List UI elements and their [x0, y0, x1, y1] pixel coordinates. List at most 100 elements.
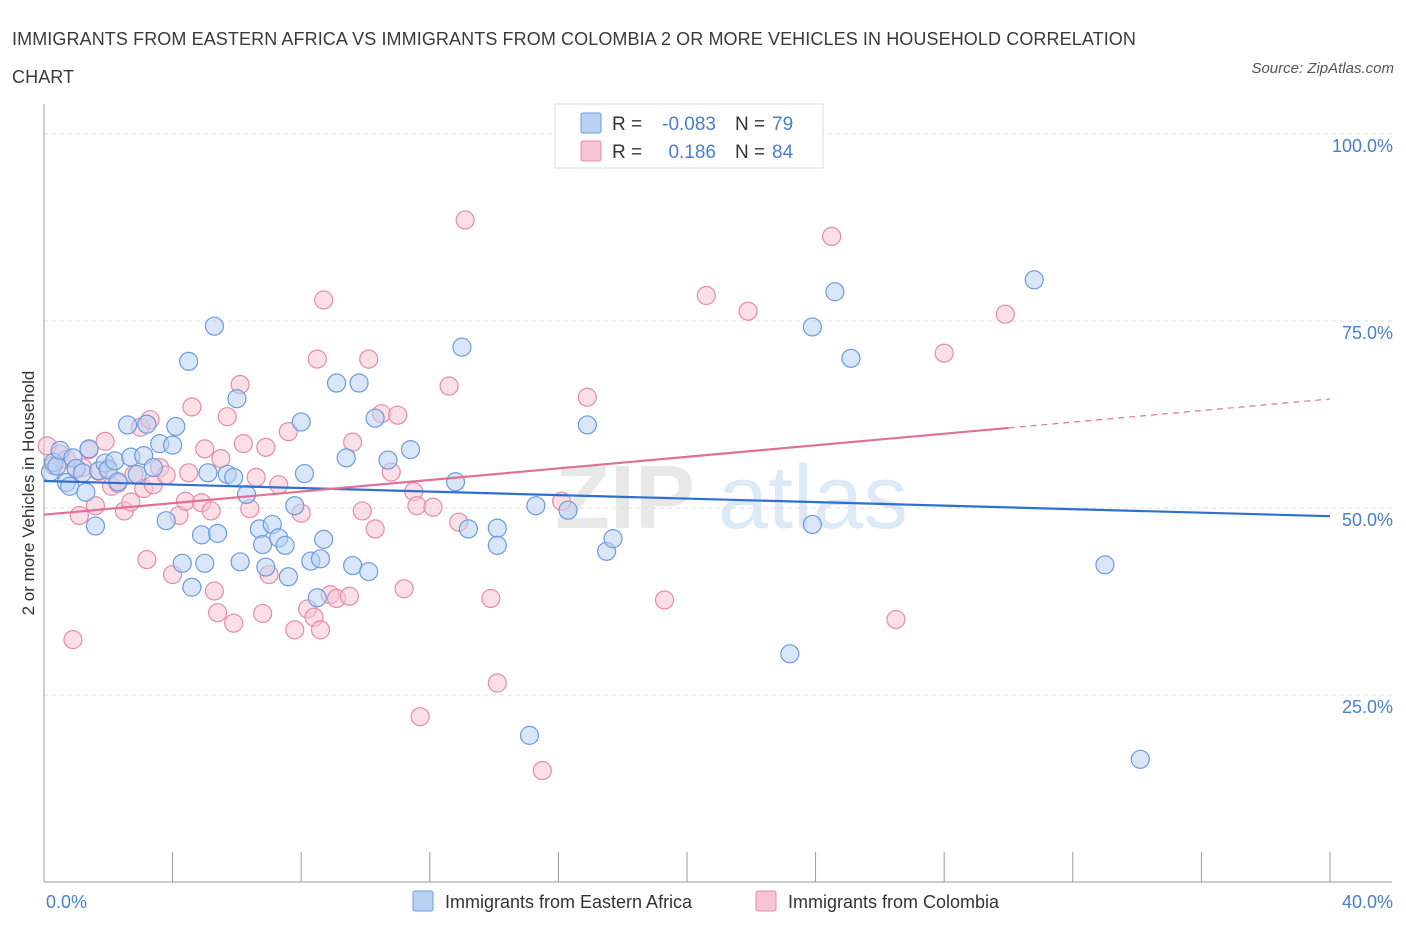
- data-point-eastern-africa: [780, 644, 800, 664]
- data-point-colombia: [359, 349, 379, 369]
- y-tick-label: 50.0%: [1342, 510, 1393, 530]
- y-tick-label: 75.0%: [1342, 323, 1393, 343]
- data-point-eastern-africa: [802, 317, 822, 337]
- data-point-eastern-africa: [400, 440, 421, 460]
- x-tick-marks: [43, 852, 1331, 882]
- data-point-eastern-africa: [365, 408, 385, 428]
- y-tick-labels: 25.0% 50.0% 75.0% 100.0%: [1332, 136, 1393, 717]
- data-point-eastern-africa: [182, 577, 202, 597]
- data-point-eastern-africa: [487, 535, 507, 555]
- data-point-eastern-africa: [172, 553, 192, 573]
- data-point-eastern-africa: [1095, 555, 1115, 575]
- trend-line-eastern-africa: [43, 479, 1331, 518]
- data-point-eastern-africa: [577, 415, 597, 435]
- data-point-eastern-africa: [310, 549, 331, 569]
- data-point-colombia: [307, 349, 327, 369]
- data-point-colombia: [310, 620, 331, 640]
- data-point-colombia: [179, 463, 199, 483]
- bottom-legend-swatch-blue: [412, 890, 434, 912]
- data-point-eastern-africa: [143, 457, 163, 478]
- data-point-eastern-africa: [294, 463, 315, 484]
- data-point-colombia: [394, 579, 414, 599]
- data-point-eastern-africa: [802, 514, 822, 535]
- legend-n-value-1: 79: [772, 114, 793, 135]
- data-point-colombia: [696, 285, 716, 306]
- data-point-eastern-africa: [825, 282, 845, 302]
- data-point-eastern-africa: [227, 389, 247, 409]
- data-point-eastern-africa: [1130, 749, 1150, 769]
- data-point-eastern-africa: [166, 416, 186, 437]
- data-point-eastern-africa: [291, 412, 311, 432]
- data-point-eastern-africa: [526, 496, 546, 516]
- data-point-colombia: [455, 210, 475, 230]
- data-point-colombia: [410, 707, 430, 727]
- legend-box: R = -0.083 N = 79 R = 0.186 N = 84: [554, 103, 824, 169]
- y-tick-label: 25.0%: [1342, 697, 1393, 717]
- series-colombia-points: [37, 210, 1015, 781]
- data-point-colombia: [822, 226, 842, 247]
- data-point-colombia: [314, 290, 334, 310]
- data-point-colombia: [69, 505, 89, 526]
- data-point-eastern-africa: [445, 472, 466, 492]
- data-point-eastern-africa: [76, 482, 96, 502]
- x-tick-label: 0.0%: [46, 892, 87, 912]
- data-point-eastern-africa: [359, 561, 379, 582]
- data-point-colombia: [439, 376, 459, 396]
- data-point-eastern-africa: [72, 463, 93, 483]
- bottom-legend: Immigrants from Eastern Africa Immigrant…: [412, 890, 1000, 912]
- data-point-colombia: [407, 496, 427, 516]
- data-point-colombia: [256, 437, 276, 457]
- data-point-colombia: [253, 603, 273, 624]
- data-point-eastern-africa: [487, 518, 507, 538]
- data-point-eastern-africa: [285, 496, 305, 516]
- data-point-colombia: [532, 760, 552, 781]
- y-tick-label: 100.0%: [1332, 136, 1393, 156]
- bottom-legend-label-pink: Immigrants from Colombia: [788, 892, 1000, 912]
- source-note: Source: ZipAtlas.com: [1251, 60, 1394, 77]
- data-point-colombia: [233, 434, 253, 454]
- data-point-eastern-africa: [60, 476, 80, 496]
- data-point-eastern-africa: [79, 439, 99, 459]
- data-point-eastern-africa: [349, 373, 369, 393]
- data-point-eastern-africa: [108, 472, 128, 492]
- data-point-eastern-africa: [198, 463, 218, 483]
- data-point-eastern-africa: [558, 500, 578, 520]
- data-point-colombia: [352, 501, 372, 521]
- data-point-colombia: [269, 475, 289, 495]
- data-point-eastern-africa: [253, 535, 273, 555]
- data-point-colombia: [204, 581, 224, 601]
- data-point-eastern-africa: [307, 588, 327, 608]
- data-point-colombia: [195, 439, 215, 459]
- trend-lines: [43, 398, 1331, 518]
- data-point-colombia: [995, 304, 1015, 324]
- data-point-colombia: [365, 519, 385, 539]
- data-point-colombia: [246, 467, 266, 487]
- grid-lines: [44, 133, 1392, 696]
- data-point-eastern-africa: [343, 555, 363, 576]
- data-point-colombia: [577, 387, 597, 407]
- data-point-eastern-africa: [256, 557, 276, 577]
- data-point-colombia: [278, 422, 298, 442]
- data-point-colombia: [224, 613, 244, 633]
- legend-r-value-1: -0.083: [662, 114, 716, 135]
- data-point-eastern-africa: [127, 464, 147, 484]
- data-point-eastern-africa: [336, 448, 356, 468]
- data-point-eastern-africa: [458, 519, 478, 539]
- data-point-eastern-africa: [105, 451, 125, 471]
- x-tick-labels: 0.0% 40.0%: [46, 892, 1393, 912]
- data-point-eastern-africa: [603, 529, 623, 549]
- data-point-eastern-africa: [156, 511, 176, 531]
- data-point-eastern-africa: [378, 450, 398, 470]
- data-point-eastern-africa: [314, 529, 334, 549]
- data-point-eastern-africa: [179, 351, 199, 371]
- data-point-eastern-africa: [204, 316, 224, 336]
- chart-title: IMMIGRANTS FROM EASTERN AFRICA VS IMMIGR…: [12, 29, 1137, 87]
- data-point-colombia: [423, 497, 443, 517]
- data-point-eastern-africa: [230, 552, 250, 572]
- data-point-colombia: [137, 549, 157, 570]
- data-point-colombia: [182, 397, 202, 417]
- data-point-colombia: [95, 431, 115, 451]
- x-tick-label: 40.0%: [1342, 892, 1393, 912]
- data-point-colombia: [481, 588, 501, 609]
